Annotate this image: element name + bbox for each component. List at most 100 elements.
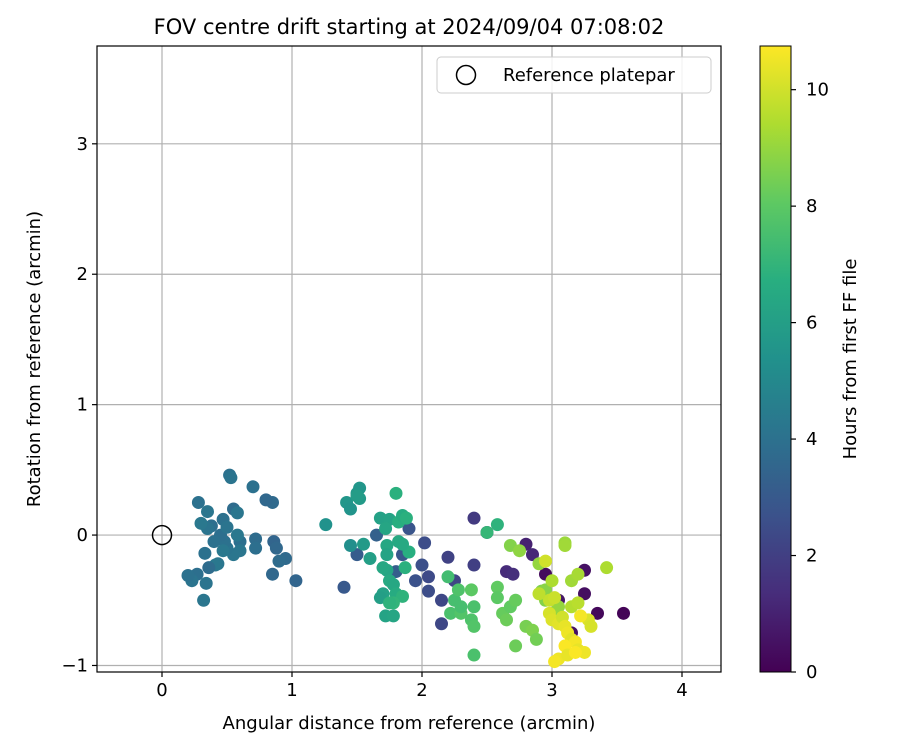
data-point: [191, 495, 205, 509]
data-point: [269, 541, 283, 555]
data-point: [490, 580, 504, 594]
plot-frame: [96, 45, 722, 673]
data-point: [558, 538, 572, 552]
y-tick-label: 3: [77, 134, 88, 155]
y-axis-label: Rotation from reference (arcmin): [24, 211, 45, 507]
data-point: [389, 486, 403, 500]
data-point: [548, 655, 562, 669]
data-point: [289, 574, 303, 588]
data-point: [350, 548, 364, 562]
data-point: [319, 518, 333, 532]
data-point: [344, 538, 357, 552]
data-point: [548, 591, 562, 605]
legend-reference-label: Reference platepar: [503, 65, 675, 86]
data-point: [532, 587, 546, 601]
data-point: [529, 632, 543, 646]
data-point: [249, 532, 263, 546]
colorbar-tick-label: 2: [806, 546, 817, 567]
data-point: [422, 584, 435, 598]
data-point: [435, 617, 448, 631]
colorbar-tick-label: 8: [806, 196, 817, 217]
data-point: [344, 502, 357, 516]
data-point: [233, 544, 247, 558]
data-point: [363, 552, 377, 566]
data-point: [201, 505, 214, 519]
data-point: [451, 583, 465, 597]
legend-box: [436, 56, 712, 94]
data-point: [181, 568, 195, 582]
data-point: [399, 511, 413, 525]
colorbar: 0 2 4 6 8 10 Hours from first FF file: [759, 45, 861, 683]
data-point: [216, 544, 230, 558]
data-point: [435, 593, 448, 607]
data-point: [259, 493, 273, 507]
data-point: [396, 537, 409, 551]
data-point: [376, 561, 390, 575]
data-point: [370, 528, 383, 542]
chart-title: FOV centre drift starting at 2024/09/04 …: [154, 15, 665, 39]
x-tick-label: 2: [416, 680, 427, 701]
data-point: [379, 522, 393, 536]
data-point: [350, 489, 364, 503]
x-tick-label: 0: [156, 680, 167, 701]
data-point: [526, 548, 539, 562]
reference-marker: [151, 524, 173, 546]
data-point: [357, 537, 370, 551]
data-point: [454, 600, 468, 614]
data-point: [467, 600, 481, 614]
data-point: [386, 609, 400, 623]
data-point: [272, 554, 286, 568]
data-point: [398, 561, 412, 575]
data-point: [380, 538, 394, 552]
data-point: [409, 574, 422, 588]
x-tick-label: 4: [676, 680, 687, 701]
y-tick-label: 1: [77, 395, 88, 416]
data-point: [224, 471, 238, 485]
legend-reference-marker: [455, 64, 477, 86]
data-point: [545, 574, 559, 588]
data-point: [584, 619, 598, 633]
data-point: [230, 528, 244, 542]
data-point: [422, 570, 435, 584]
data-point: [574, 609, 588, 623]
y-tick-label: 2: [77, 264, 88, 285]
data-point: [509, 593, 523, 607]
data-point: [600, 561, 614, 575]
data-point: [194, 516, 208, 530]
data-point: [480, 525, 494, 539]
data-point: [441, 550, 455, 564]
data-point: [490, 518, 504, 532]
data-point: [202, 561, 216, 575]
axis-ticks: 0 1 2 3 4 −1 0 1 2 3: [61, 134, 687, 701]
data-point: [230, 506, 244, 520]
colorbar-tick-label: 6: [806, 313, 817, 334]
data-point: [571, 596, 585, 610]
data-point: [578, 645, 591, 659]
x-tick-label: 1: [286, 680, 297, 701]
colorbar-label: Hours from first FF file: [840, 259, 861, 460]
data-point: [568, 645, 582, 659]
data-point: [464, 583, 478, 597]
y-tick-label: 0: [77, 525, 88, 546]
y-tick-label: −1: [61, 655, 88, 676]
data-point: [383, 596, 396, 610]
data-point: [197, 593, 211, 607]
data-point: [467, 648, 481, 662]
colorbar-tick-label: 0: [806, 662, 817, 683]
data-point: [490, 591, 504, 605]
data-point: [467, 619, 481, 633]
data-point: [506, 567, 520, 581]
data-point: [444, 606, 458, 620]
colorbar-gradient: [759, 45, 792, 673]
data-point: [467, 558, 481, 572]
data-point: [578, 587, 591, 601]
data-point: [418, 536, 432, 550]
data-point: [467, 511, 481, 525]
data-points: [151, 468, 630, 669]
data-point: [199, 576, 213, 590]
data-point: [249, 541, 263, 555]
data-point: [415, 558, 429, 572]
grid-lines: [97, 46, 721, 672]
data-point: [266, 567, 279, 581]
